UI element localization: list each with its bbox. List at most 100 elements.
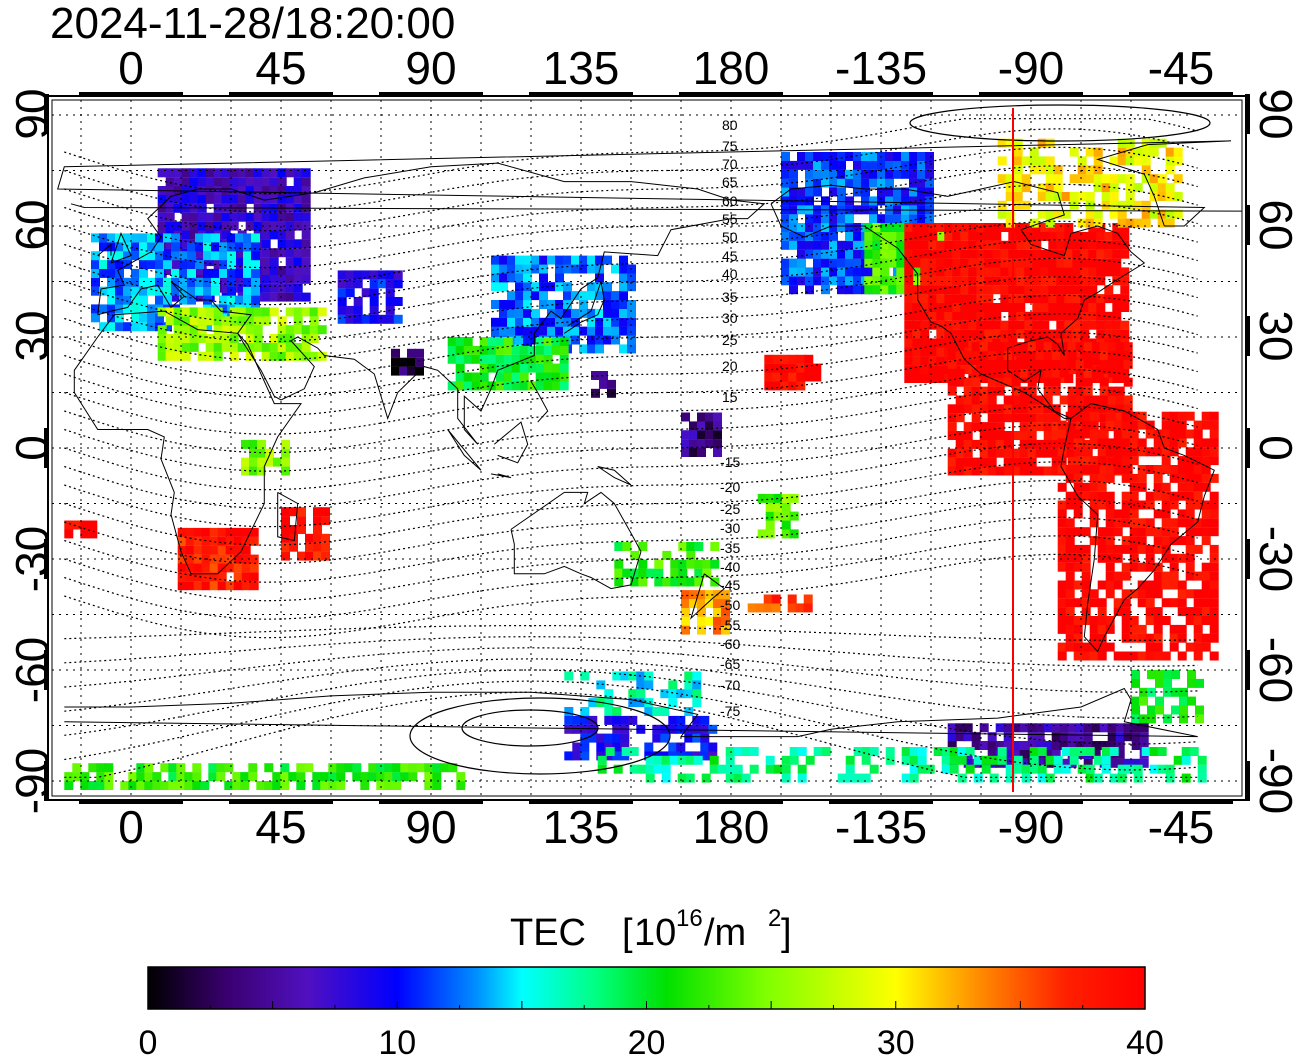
lat-label-right: -60 [1250, 637, 1294, 703]
lon-label-bottom: 45 [255, 801, 306, 853]
contour-label-south: -35 [720, 540, 740, 556]
contour-label-south: -70 [720, 677, 740, 693]
contour-label-north: 55 [722, 211, 738, 227]
colorbar-unit-exp: 16 [676, 905, 703, 932]
colorbar-tick-label: 40 [1126, 1024, 1164, 1057]
lat-label-left: -60 [6, 637, 58, 703]
lat-label-left: -30 [6, 526, 58, 592]
colorbar-ticks: 0 10 20 30 40 [139, 1001, 1164, 1057]
lat-tick-bar-left [44, 316, 49, 356]
lat-label-left: 60 [6, 199, 58, 250]
colorbar-unit-den: /m [704, 912, 746, 954]
contour-label-south: -40 [720, 559, 740, 575]
lon-tick-bar-top [829, 92, 933, 97]
lat-label-right: 30 [1250, 310, 1294, 361]
lon-tick-bar-bottom [1129, 799, 1233, 804]
lon-tick-bar-top [679, 92, 783, 97]
lon-label-bottom: -90 [998, 801, 1064, 853]
contour-label-north: 45 [722, 248, 738, 264]
contour-label-north: 25 [722, 332, 738, 348]
lat-tick-bar-left [44, 761, 49, 801]
colorbar-tick-label: 30 [877, 1024, 915, 1057]
lon-tick-bar-top [979, 92, 1083, 97]
lon-label-top: 90 [405, 42, 456, 94]
lon-label-bottom: 135 [543, 801, 620, 853]
colorbar-unit-den-exp: 2 [768, 905, 781, 932]
contour-label-north: 15 [722, 389, 738, 405]
contour-label-north: 40 [722, 266, 738, 282]
lat-tick-bar-right [1245, 94, 1250, 134]
contour-label-north: 30 [722, 310, 738, 326]
contour-label-north: 75 [722, 138, 738, 154]
colorbar-tick-label: 20 [628, 1024, 666, 1057]
lon-label-bottom: 0 [118, 801, 144, 853]
lat-tick-bar-right [1245, 539, 1250, 579]
lon-tick-bar-bottom [379, 799, 483, 804]
contour-label-south: -45 [720, 577, 740, 593]
lat-tick-bar-right [1245, 650, 1250, 690]
lon-label-top: 0 [118, 42, 144, 94]
lon-tick-bar-bottom [79, 799, 183, 804]
contour-label-south: -15 [720, 454, 740, 470]
contour-label-south: -20 [720, 479, 740, 495]
contour-label-north: 20 [722, 358, 738, 374]
colorbar-title: TEC [ 10 16 /m 2 ] [510, 905, 792, 954]
lat-label-right: -90 [1250, 748, 1294, 814]
lon-label-top: 180 [693, 42, 770, 94]
lat-tick-bar-right [1245, 205, 1250, 245]
contour-label-north: 60 [722, 193, 738, 209]
lon-tick-bar-top [79, 92, 183, 97]
lat-tick-bar-right [1245, 316, 1250, 356]
contour-label-north: 35 [722, 289, 738, 305]
contour-label-north: 65 [722, 174, 738, 190]
lon-tick-bar-bottom [979, 799, 1083, 804]
lon-tick-bar-top [1129, 92, 1233, 97]
colorbar-tick-label: 10 [378, 1024, 416, 1057]
lon-tick-bar-top [529, 92, 633, 97]
lat-label-right: 0 [1250, 435, 1294, 461]
colorbar-unit-open: [ [622, 912, 633, 954]
contour-label-south: -65 [720, 656, 740, 672]
tec-data-layer [64, 138, 1219, 790]
lat-tick-bar-left [44, 94, 49, 134]
contour-label-north: 70 [722, 156, 738, 172]
contour-label-south: -25 [720, 501, 740, 517]
colorbar-unit-base: 10 [634, 912, 676, 954]
magnetic-latitude-contours [64, 104, 1211, 778]
lon-label-bottom: 90 [405, 801, 456, 853]
contour-label-south: -55 [720, 617, 740, 633]
lat-tick-bar-right [1245, 428, 1250, 468]
lon-tick-bar-bottom [229, 799, 333, 804]
lon-label-bottom: -45 [1148, 801, 1214, 853]
lon-label-top: 45 [255, 42, 306, 94]
lon-tick-bar-top [379, 92, 483, 97]
lon-tick-bar-top [229, 92, 333, 97]
colorbar-title-text: TEC [510, 912, 586, 954]
lat-label-left: 30 [6, 310, 58, 361]
contour-label-north: 50 [722, 229, 738, 245]
lat-tick-bar-right [1245, 761, 1250, 801]
lon-tick-bar-bottom [679, 799, 783, 804]
lat-label-left: 0 [6, 435, 58, 461]
lon-tick-bar-bottom [829, 799, 933, 804]
lat-label-right: -30 [1250, 526, 1294, 592]
lon-tick-bar-bottom [529, 799, 633, 804]
lat-tick-bar-left [44, 428, 49, 468]
lat-tick-bar-left [44, 205, 49, 245]
contour-label-north: 80 [722, 117, 738, 133]
contour-label-south: -30 [720, 520, 740, 536]
contour-label-south: -75 [720, 703, 740, 719]
lon-label-top: -45 [1148, 42, 1214, 94]
lon-label-top: -90 [998, 42, 1064, 94]
axes: 0045459090135135180180-135-135-90-90-45-… [6, 42, 1294, 853]
lon-label-bottom: 180 [693, 801, 770, 853]
timestamp-title: 2024-11-28/18:20:00 [50, 0, 455, 48]
contour-label-south: -60 [720, 636, 740, 652]
lon-label-top: -135 [835, 42, 927, 94]
lat-label-left: 90 [6, 88, 58, 139]
lon-label-top: 135 [543, 42, 620, 94]
colorbar-tick-label: 0 [139, 1024, 158, 1057]
lon-label-bottom: -135 [835, 801, 927, 853]
colorbar-unit-close: ] [781, 912, 792, 954]
